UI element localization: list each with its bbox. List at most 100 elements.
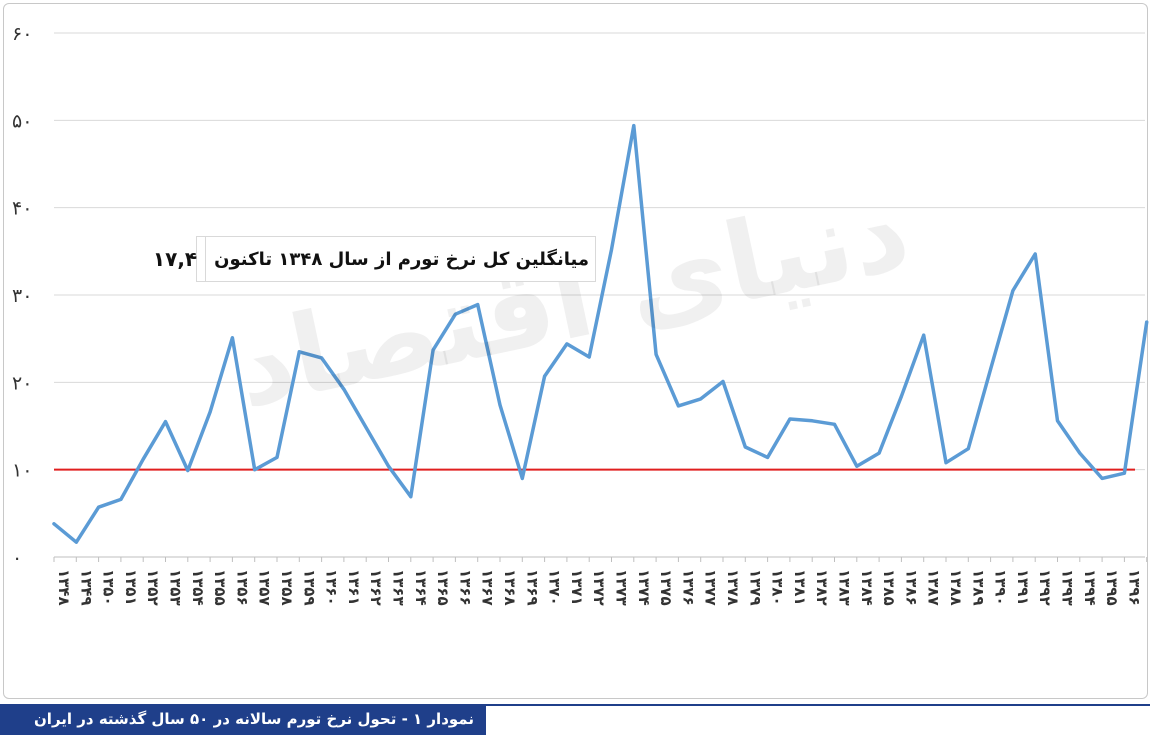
y-tick-label: ۵۰ bbox=[12, 110, 32, 132]
x-tick-label: ۱۳۹۰ bbox=[992, 569, 1010, 606]
data-point bbox=[1100, 476, 1104, 480]
x-tick-label: ۱۳۹۲ bbox=[1036, 569, 1054, 606]
data-point bbox=[186, 469, 190, 473]
x-tick-label: ۱۳۹۴ bbox=[1081, 569, 1099, 606]
y-tick-label: ۰ bbox=[12, 547, 22, 569]
data-point bbox=[1033, 252, 1037, 256]
data-point bbox=[275, 455, 279, 459]
x-tick-label: ۱۳۸۶ bbox=[902, 569, 920, 606]
x-tick-label: ۱۳۶۸ bbox=[501, 569, 519, 606]
data-point bbox=[97, 505, 101, 509]
data-point bbox=[164, 420, 167, 424]
data-point bbox=[208, 410, 212, 414]
data-point bbox=[52, 522, 56, 526]
data-point bbox=[1078, 451, 1082, 455]
data-point bbox=[431, 348, 435, 352]
x-tick-label: ۱۳۸۱ bbox=[791, 569, 809, 606]
x-tick-label: ۱۳۶۱ bbox=[345, 569, 363, 606]
data-point bbox=[320, 356, 324, 360]
x-tick-label: ۱۳۵۸ bbox=[278, 569, 296, 606]
data-point bbox=[610, 248, 613, 252]
x-tick-label: ۱۳۸۰ bbox=[769, 569, 787, 606]
data-point bbox=[565, 342, 569, 346]
data-point bbox=[1056, 419, 1059, 423]
x-tick-label: ۱۳۹۶ bbox=[1125, 569, 1143, 606]
data-point bbox=[119, 497, 123, 501]
x-tick-label: ۱۳۷۲ bbox=[590, 569, 608, 606]
series-group bbox=[52, 123, 1149, 544]
x-tick-label: ۱۳۵۳ bbox=[167, 569, 185, 606]
data-point bbox=[476, 303, 480, 307]
data-point bbox=[966, 447, 970, 451]
y-tick-label: ۳۰ bbox=[12, 285, 32, 307]
figure-caption: نمودار ۱ - تحول نرخ تورم سالانه در ۵۰ سا… bbox=[0, 704, 1150, 735]
x-tick-label: ۱۳۶۲ bbox=[367, 569, 385, 606]
data-point bbox=[989, 367, 993, 371]
data-point bbox=[944, 461, 948, 465]
x-tick-label: ۱۳۶۶ bbox=[456, 569, 474, 606]
data-point bbox=[654, 352, 658, 356]
x-tick-label: ۱۳۴۹ bbox=[77, 569, 95, 606]
x-tick-label: ۱۳۵۲ bbox=[144, 569, 162, 606]
data-point bbox=[676, 404, 680, 408]
data-point bbox=[1011, 289, 1015, 293]
data-point bbox=[498, 403, 502, 407]
x-tick-label: ۱۳۹۷ bbox=[1148, 569, 1150, 606]
x-tick-label: ۱۳۶۳ bbox=[390, 569, 408, 606]
x-tick-label: ۱۳۸۲ bbox=[813, 569, 831, 606]
data-point bbox=[230, 336, 234, 340]
data-point bbox=[833, 422, 836, 426]
x-tick-label: ۱۳۸۵ bbox=[880, 569, 898, 606]
x-tick-label: ۱۳۸۷ bbox=[925, 569, 943, 606]
caption-text: نمودار ۱ - تحول نرخ تورم سالانه در ۵۰ سا… bbox=[0, 706, 486, 735]
y-tick-label: ۴۰ bbox=[12, 198, 32, 220]
y-tick-label: ۱۰ bbox=[12, 460, 32, 482]
y-tick-label: ۲۰ bbox=[12, 372, 32, 394]
data-point bbox=[766, 455, 770, 459]
data-point bbox=[1122, 471, 1126, 475]
data-point bbox=[855, 464, 859, 468]
x-tick-label: ۱۳۷۸ bbox=[724, 569, 742, 606]
y-tick-label: ۶۰ bbox=[12, 23, 32, 45]
x-tick-label: ۱۳۹۱ bbox=[1014, 569, 1032, 606]
data-point bbox=[453, 312, 457, 316]
data-point bbox=[899, 394, 903, 398]
x-tick-label: ۱۳۵۴ bbox=[189, 569, 207, 606]
data-point bbox=[1145, 320, 1149, 324]
x-tick-label: ۱۳۶۴ bbox=[412, 569, 430, 606]
data-point bbox=[253, 468, 257, 472]
x-tick-label: ۱۳۶۰ bbox=[323, 569, 341, 606]
x-axis-ticks: ۱۳۴۸ ۱۳۴۹ ۱۳۵۰ ۱۳۵۱ ۱۳۵۲ ۱۳۵۳ ۱۳۵۴ ۱۳۵۵ ۱۳۵۶ ۱۳۵۷… bbox=[53, 557, 1150, 606]
x-tick-label: ۱۳۷۰ bbox=[546, 569, 564, 606]
x-tick-label: ۱۳۷۴ bbox=[635, 569, 653, 606]
data-point bbox=[721, 379, 725, 383]
x-tick-label: ۱۳۶۷ bbox=[479, 569, 497, 606]
average-annotation: میانگلین کل نرخ تورم از سال ۱۳۴۸ تاکنون … bbox=[153, 236, 596, 282]
data-point bbox=[632, 124, 636, 128]
gridlines bbox=[54, 32, 1145, 558]
data-point bbox=[342, 387, 346, 391]
x-tick-label: ۱۳۷۷ bbox=[702, 569, 720, 606]
x-tick-label: ۱۳۵۵ bbox=[211, 569, 229, 606]
data-point bbox=[587, 355, 591, 359]
x-tick-label: ۱۳۶۵ bbox=[434, 569, 452, 606]
data-point bbox=[409, 495, 413, 499]
x-tick-label: ۱۳۷۳ bbox=[613, 569, 631, 606]
data-point bbox=[543, 374, 547, 378]
x-tick-label: ۱۳۷۶ bbox=[679, 569, 697, 606]
data-point bbox=[788, 417, 792, 421]
data-point bbox=[141, 457, 145, 461]
x-tick-label: ۱۳۹۳ bbox=[1059, 569, 1077, 606]
annotation-label: میانگلین کل نرخ تورم از سال ۱۳۴۸ تاکنون bbox=[214, 248, 589, 270]
chart-frame bbox=[3, 3, 1148, 699]
x-tick-label: ۱۳۸۸ bbox=[947, 569, 965, 606]
data-point bbox=[743, 445, 747, 449]
data-point bbox=[74, 540, 78, 544]
x-tick-label: ۱۳۸۳ bbox=[836, 569, 854, 606]
x-tick-label: ۱۳۵۰ bbox=[100, 569, 118, 606]
data-point bbox=[520, 476, 524, 480]
y-axis-ticks: ۰ ۱۰ ۲۰ ۳۰ ۴۰ ۵۰ ۶۰ bbox=[12, 23, 32, 569]
annotation-value: ۱۷,۴ bbox=[145, 237, 207, 281]
x-tick-label: ۱۳۵۹ bbox=[300, 569, 318, 606]
